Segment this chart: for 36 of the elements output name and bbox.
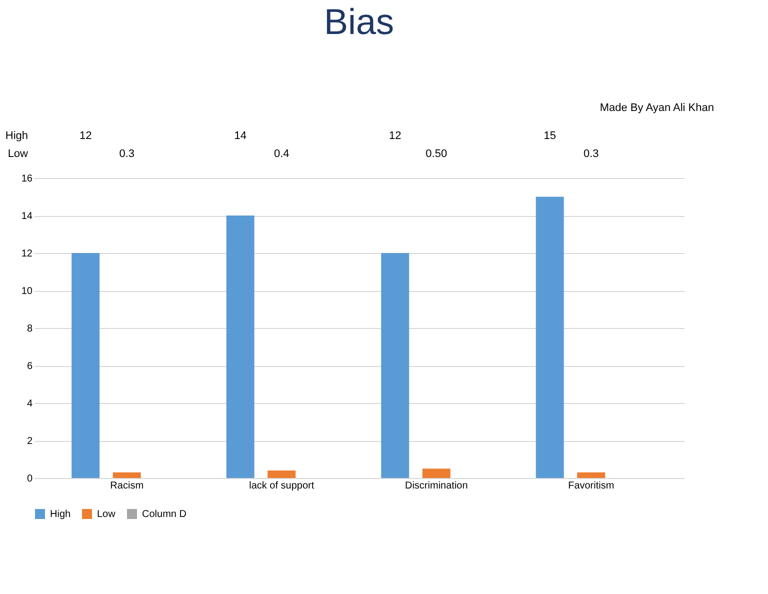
y-tick-label: 6	[26, 361, 33, 372]
bar	[268, 470, 296, 478]
data-label: 15	[544, 130, 556, 142]
chart-title: Bias	[324, 1, 394, 42]
x-tick-label: Discrimination	[404, 480, 468, 492]
y-tick-label: 0	[26, 474, 33, 484]
y-tick-label: 12	[21, 248, 33, 260]
y-tick-label: 16	[21, 174, 33, 184]
bar	[112, 472, 141, 478]
bar	[536, 196, 564, 478]
text: High	[5, 130, 28, 142]
y-tick-label: 2	[26, 436, 33, 447]
x-tick-label: Favoritism	[568, 480, 614, 492]
data-label: 0.3	[583, 148, 599, 160]
legend-label: High	[50, 509, 71, 520]
y-tick-label: 14	[21, 211, 33, 222]
data-label: 14	[234, 130, 246, 142]
x-tick-label: lack of support	[249, 480, 314, 492]
bar	[422, 468, 450, 478]
data-label: 12	[388, 130, 402, 142]
bar	[577, 472, 606, 478]
bar	[226, 216, 254, 478]
data-label: 0.4	[274, 148, 290, 160]
data-label: 0.50	[426, 148, 448, 160]
data-label: 12	[79, 130, 92, 142]
legend-label: Column D	[142, 509, 186, 520]
x-tick-label: Racism	[110, 480, 144, 492]
legend-label: Low	[97, 509, 116, 520]
text: Low	[8, 148, 28, 160]
y-tick-label: 8	[26, 324, 33, 334]
data-label: 0.3	[119, 148, 135, 160]
bar	[72, 253, 100, 478]
y-tick-label: 4	[26, 398, 33, 410]
y-tick-label: 10	[21, 286, 33, 297]
text: Made By Ayan Ali Khan	[600, 102, 714, 114]
bar	[381, 253, 410, 478]
